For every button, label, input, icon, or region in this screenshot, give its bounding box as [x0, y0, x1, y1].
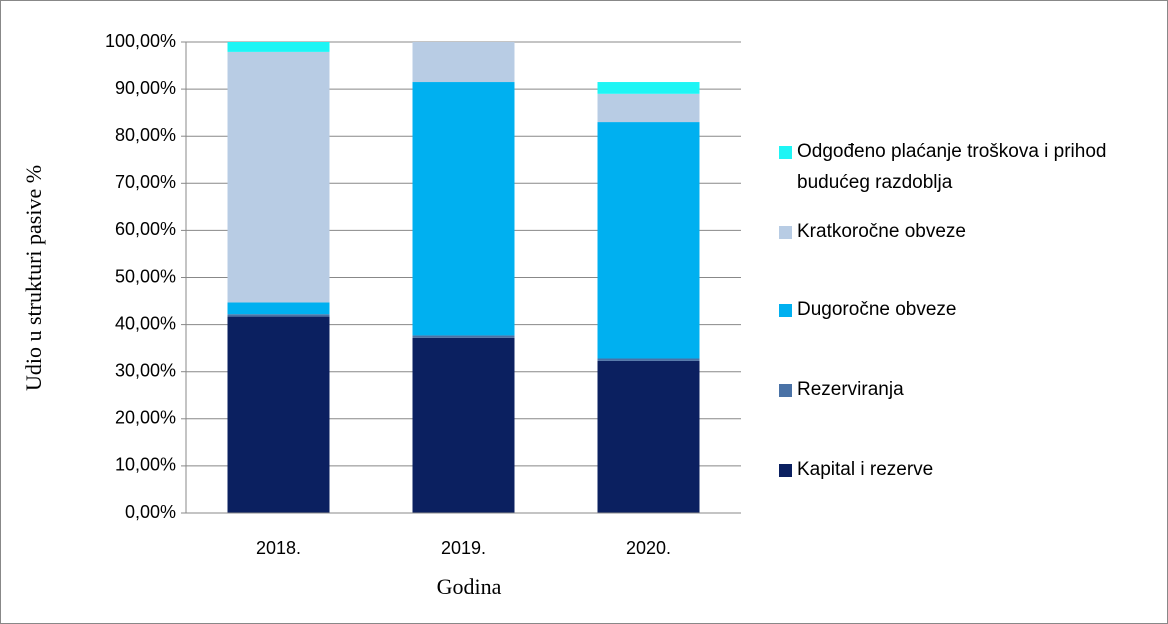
bar-segment	[412, 42, 515, 83]
bar-segment	[227, 314, 330, 317]
legend-label: Odgođeno plaćanje troškova i prihod budu…	[797, 141, 1107, 193]
bar-segment	[597, 93, 700, 123]
legend-label: Kapital i rezerve	[797, 459, 934, 480]
bar-segment	[227, 51, 330, 303]
x-tick-label: 2019.	[441, 538, 486, 558]
bar-segment	[412, 82, 515, 336]
y-tick-label: 60,00%	[115, 219, 176, 239]
legend-item: Rezerviranja	[779, 374, 904, 405]
legend-swatch	[779, 384, 792, 397]
legend-item: Kratkoročne obveze	[779, 216, 966, 247]
legend-item: Dugoročne obveze	[779, 294, 957, 325]
x-tick-label: 2018.	[256, 538, 301, 558]
bar-segment	[412, 337, 515, 513]
bar-segment	[227, 316, 330, 513]
y-tick-label: 50,00%	[115, 266, 176, 286]
y-tick-label: 20,00%	[115, 408, 176, 428]
y-tick-label: 100,00%	[105, 31, 176, 51]
legend-label: Dugoročne obveze	[797, 299, 957, 320]
y-tick-label: 0,00%	[125, 502, 176, 522]
legend-swatch	[779, 226, 792, 239]
bar-segment	[412, 335, 515, 338]
bar-segment	[597, 122, 700, 359]
y-tick-label: 10,00%	[115, 455, 176, 475]
bar-segment	[227, 42, 330, 52]
bar-segment	[597, 82, 700, 94]
legend-label: Rezerviranja	[797, 379, 904, 400]
x-tick-label: 2020.	[626, 538, 671, 558]
y-axis-title: Udio u strukturi pasive %	[21, 165, 46, 391]
x-axis-title: Godina	[437, 574, 502, 599]
bar-segment	[597, 358, 700, 361]
legend-item: Odgođeno plaćanje troškova i prihod budu…	[779, 136, 1159, 198]
legend-item: Kapital i rezerve	[779, 454, 933, 485]
y-tick-label: 80,00%	[115, 125, 176, 145]
y-tick-label: 30,00%	[115, 360, 176, 380]
bar-segment	[227, 302, 330, 315]
legend-swatch	[779, 304, 792, 317]
legend-swatch	[779, 146, 792, 159]
bar-segment	[597, 360, 700, 513]
y-tick-label: 90,00%	[115, 78, 176, 98]
y-tick-label: 70,00%	[115, 172, 176, 192]
legend-swatch	[779, 464, 792, 477]
legend-label: Kratkoročne obveze	[797, 221, 966, 242]
y-tick-label: 40,00%	[115, 313, 176, 333]
